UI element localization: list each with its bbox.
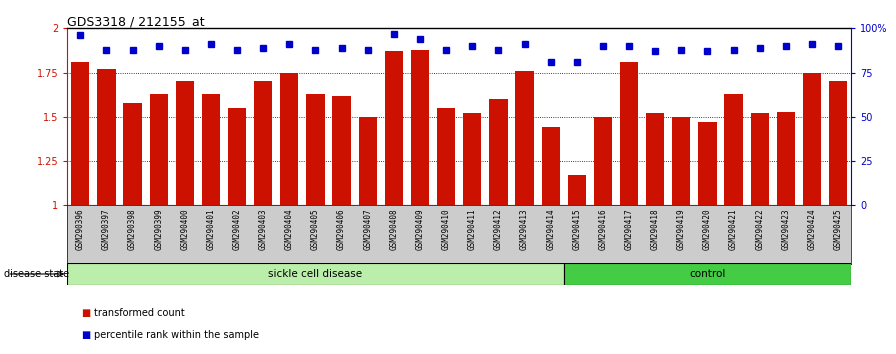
Text: GSM290423: GSM290423 bbox=[781, 208, 790, 250]
Bar bbox=[803, 73, 821, 205]
Bar bbox=[358, 117, 377, 205]
Bar bbox=[124, 103, 142, 205]
Bar bbox=[411, 50, 429, 205]
Bar bbox=[829, 81, 848, 205]
Text: GSM290422: GSM290422 bbox=[755, 208, 764, 250]
Text: GSM290424: GSM290424 bbox=[807, 208, 816, 250]
Text: GSM290404: GSM290404 bbox=[285, 208, 294, 250]
Bar bbox=[280, 73, 298, 205]
Text: GSM290419: GSM290419 bbox=[676, 208, 685, 250]
Text: GSM290412: GSM290412 bbox=[494, 208, 503, 250]
Bar bbox=[228, 108, 246, 205]
Text: GSM290425: GSM290425 bbox=[833, 208, 842, 250]
Bar bbox=[568, 175, 586, 205]
Text: GSM290401: GSM290401 bbox=[206, 208, 215, 250]
Text: GSM290403: GSM290403 bbox=[259, 208, 268, 250]
Bar bbox=[384, 51, 403, 205]
Text: GSM290410: GSM290410 bbox=[442, 208, 451, 250]
Text: transformed count: transformed count bbox=[94, 308, 185, 318]
Text: GSM290411: GSM290411 bbox=[468, 208, 477, 250]
Text: GSM290418: GSM290418 bbox=[650, 208, 659, 250]
Text: GSM290398: GSM290398 bbox=[128, 208, 137, 250]
Text: GSM290413: GSM290413 bbox=[520, 208, 529, 250]
Bar bbox=[176, 81, 194, 205]
Text: GSM290406: GSM290406 bbox=[337, 208, 346, 250]
Text: GSM290414: GSM290414 bbox=[547, 208, 556, 250]
Text: GSM290396: GSM290396 bbox=[76, 208, 85, 250]
Text: GSM290402: GSM290402 bbox=[233, 208, 242, 250]
Text: GSM290420: GSM290420 bbox=[703, 208, 712, 250]
Bar bbox=[437, 108, 455, 205]
Bar bbox=[306, 94, 324, 205]
Bar bbox=[150, 94, 168, 205]
Text: control: control bbox=[689, 269, 726, 279]
Text: percentile rank within the sample: percentile rank within the sample bbox=[94, 330, 259, 339]
Text: ■: ■ bbox=[81, 308, 90, 318]
Text: sickle cell disease: sickle cell disease bbox=[269, 269, 363, 279]
Text: GSM290421: GSM290421 bbox=[729, 208, 738, 250]
Text: GSM290415: GSM290415 bbox=[573, 208, 582, 250]
Text: GSM290408: GSM290408 bbox=[390, 208, 399, 250]
Text: GSM290397: GSM290397 bbox=[102, 208, 111, 250]
Bar bbox=[672, 117, 691, 205]
Bar bbox=[564, 263, 851, 285]
Text: GSM290417: GSM290417 bbox=[625, 208, 633, 250]
Text: GSM290405: GSM290405 bbox=[311, 208, 320, 250]
Text: GSM290399: GSM290399 bbox=[154, 208, 163, 250]
Bar bbox=[620, 62, 638, 205]
Bar bbox=[725, 94, 743, 205]
Bar bbox=[202, 94, 220, 205]
Bar bbox=[698, 122, 717, 205]
Text: GSM290416: GSM290416 bbox=[599, 208, 607, 250]
Bar bbox=[71, 62, 90, 205]
Text: GSM290407: GSM290407 bbox=[363, 208, 372, 250]
Text: disease state: disease state bbox=[4, 269, 70, 279]
Text: GSM290409: GSM290409 bbox=[416, 208, 425, 250]
Text: ■: ■ bbox=[81, 330, 90, 339]
Text: GDS3318 / 212155_at: GDS3318 / 212155_at bbox=[67, 15, 205, 28]
Bar bbox=[515, 71, 534, 205]
Bar bbox=[332, 96, 350, 205]
Bar bbox=[541, 127, 560, 205]
Bar bbox=[751, 113, 769, 205]
Bar bbox=[98, 69, 116, 205]
Bar bbox=[489, 99, 507, 205]
Bar bbox=[463, 113, 481, 205]
Bar bbox=[594, 117, 612, 205]
Bar bbox=[777, 112, 795, 205]
Text: GSM290400: GSM290400 bbox=[180, 208, 189, 250]
Bar bbox=[646, 113, 664, 205]
Bar bbox=[254, 81, 272, 205]
Bar bbox=[67, 263, 564, 285]
